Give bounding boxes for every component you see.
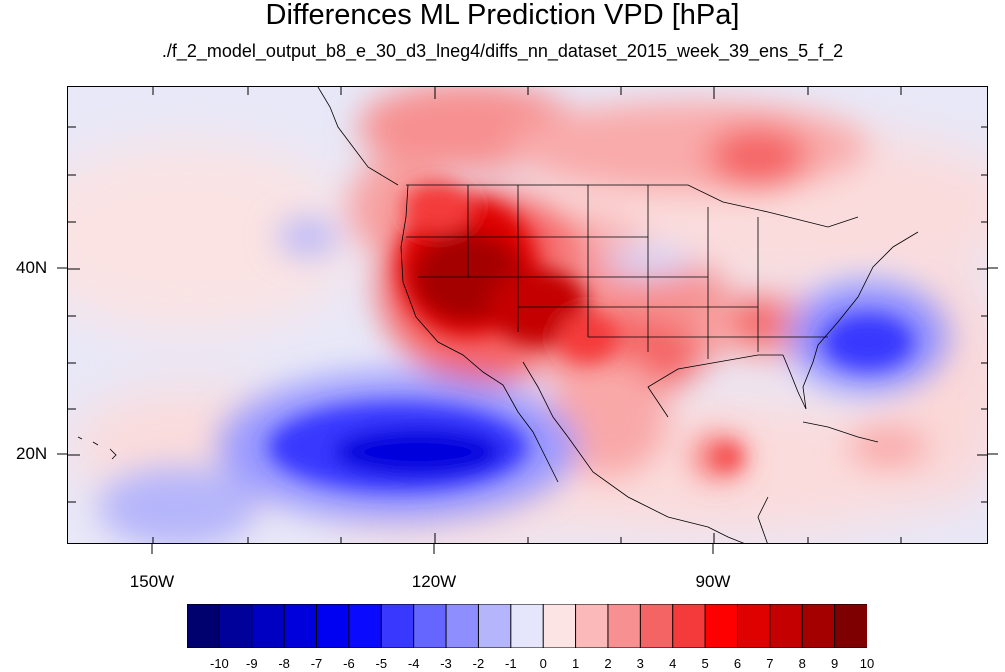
lat-label-20n: 20N [16, 444, 48, 463]
colorbar-tick-label: -3 [440, 656, 452, 671]
colorbar-tick-label: 3 [636, 656, 644, 671]
colorbar-swatch [218, 604, 253, 648]
colorbar-tick-label: 7 [766, 656, 774, 671]
colorbar-tick-label: 9 [830, 656, 839, 671]
colorbar-swatch [769, 604, 804, 648]
colorbar-swatch [187, 604, 221, 648]
colorbar-tick-label: -7 [310, 656, 323, 671]
colorbar-swatch [672, 604, 707, 648]
colorbar-tick-label: 10 [859, 656, 875, 671]
colorbar-tick-label: -4 [407, 656, 420, 671]
colorbar-tick-label: -2 [472, 656, 485, 671]
colorbar-swatch [834, 604, 867, 648]
colorbar-swatch [704, 604, 739, 648]
colorbar-swatch [477, 604, 512, 648]
colorbar-swatch [607, 604, 642, 648]
colorbar-swatch [251, 604, 286, 648]
colorbar-swatch [639, 604, 674, 648]
colorbar-swatch [413, 604, 448, 648]
colorbar-swatch [510, 604, 545, 648]
colorbar-swatch [348, 604, 383, 648]
colorbar-tick-label: 2 [604, 656, 612, 671]
colorbar-tick-label: -8 [278, 656, 290, 671]
colorbar-tick-label: -9 [246, 656, 258, 671]
colorbar-swatch [575, 604, 609, 648]
colorbar-tick-label: 5 [701, 656, 709, 671]
lat-label-40n: 40N [16, 258, 48, 277]
colorbar-tick-label: -6 [343, 656, 355, 671]
colorbar-tick-label: 1 [571, 656, 580, 671]
colorbar-tick-label: 0 [539, 656, 547, 671]
colorbar-tick-label: -5 [375, 656, 388, 671]
colorbar-swatch [736, 604, 771, 648]
lon-label-90w: 90W [695, 572, 731, 591]
map-title: Differences ML Prediction VPD [hPa] [265, 0, 740, 31]
colorbar-swatch [380, 604, 415, 648]
colorbar-swatch [316, 604, 350, 648]
colorbar-tick-label: -1 [505, 656, 517, 671]
colorbar-tick-label: -10 [209, 656, 229, 671]
colorbar-tick-label: 6 [733, 656, 742, 671]
map-subtitle: ./f_2_model_output_b8_e_30_d3_lneg4/diff… [161, 41, 844, 61]
vpd-difference-map [67, 86, 988, 544]
lon-label-120w: 120W [411, 572, 457, 591]
lon-label-150w: 150W [129, 572, 175, 591]
colorbar-tick-label: 8 [798, 656, 806, 671]
colorbar-swatch [283, 604, 318, 648]
colorbar-swatch [801, 604, 836, 648]
colorbar [187, 604, 867, 648]
colorbar-tick-label: 4 [669, 656, 677, 671]
colorbar-swatch [542, 604, 577, 648]
colorbar-swatch [445, 604, 480, 648]
